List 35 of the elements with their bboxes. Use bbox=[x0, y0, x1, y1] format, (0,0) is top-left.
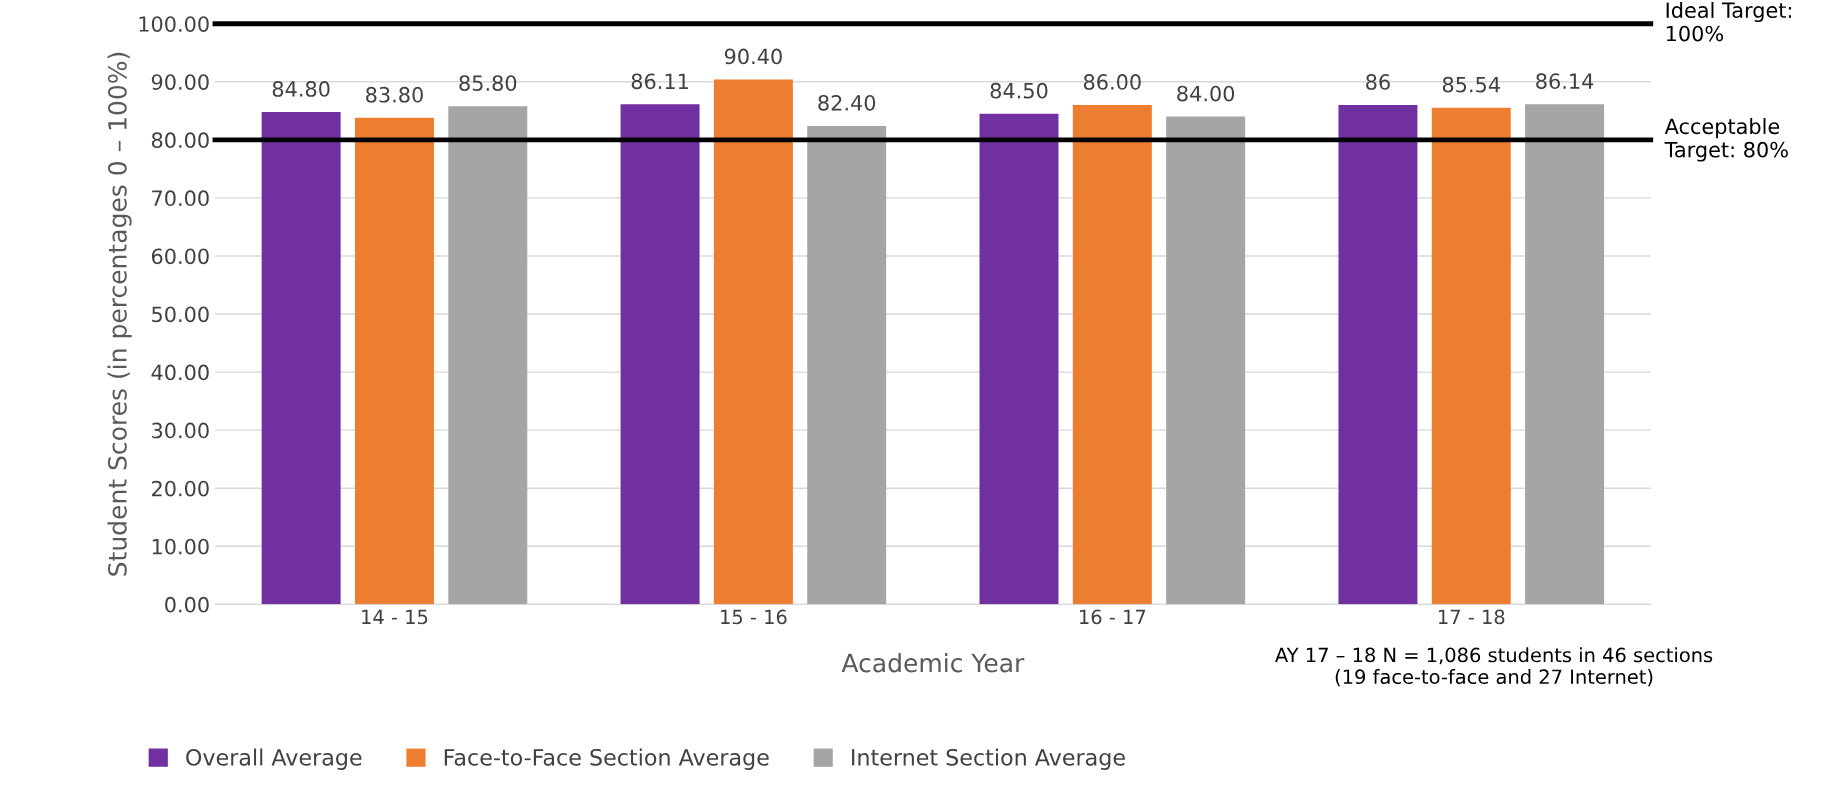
x-tick-label: 15 - 16 bbox=[721, 609, 787, 625]
text: AY 17 – 18 N = 1,086 students in 46 sections (19 face-to-face and 27 Internet) bbox=[1275, 647, 1713, 687]
ref-line-label: Acceptable Target: 80% bbox=[1664, 118, 1788, 162]
ref-line-label: Ideal Target: 100% bbox=[1666, 1, 1792, 42]
y-tick-label: 50.00 bbox=[152, 306, 209, 323]
data-label: 90.40 bbox=[724, 48, 782, 65]
data-label: 86.00 bbox=[1083, 74, 1141, 90]
y-tick-label: 100.00 bbox=[139, 16, 209, 32]
y-tick-label: 30.00 bbox=[152, 422, 209, 439]
x-axis-title: Academic Year bbox=[841, 653, 1025, 673]
data-label: 84.00 bbox=[1177, 85, 1235, 102]
y-tick-label: 40.00 bbox=[151, 364, 209, 381]
y-tick-label: 80.00 bbox=[151, 132, 209, 149]
x-tick-label: 16 - 17 bbox=[1080, 609, 1146, 625]
data-label: 86.11 bbox=[631, 73, 688, 90]
data-label: 84.80 bbox=[272, 81, 330, 97]
legend-label: Internet Section Average bbox=[852, 748, 1125, 770]
y-axis-title: Student Scores (in percentages 0 – 100%) bbox=[107, 52, 132, 576]
data-label: 84.50 bbox=[990, 82, 1048, 99]
x-tick-label: 14 - 15 bbox=[362, 609, 428, 625]
y-tick-label: 10.00 bbox=[152, 538, 209, 555]
y-tick-label: 60.00 bbox=[151, 248, 209, 265]
y-tick-label: 90.00 bbox=[151, 74, 209, 90]
data-label: 85.80 bbox=[459, 75, 517, 91]
x-tick-label: 17 - 18 bbox=[1438, 609, 1505, 625]
data-label: 85.54 bbox=[1442, 76, 1500, 93]
legend-label: Overall Average bbox=[186, 748, 362, 770]
y-tick-label: 70.00 bbox=[152, 190, 209, 207]
data-label: 86.14 bbox=[1536, 73, 1594, 90]
data-label: 83.80 bbox=[366, 86, 423, 103]
data-label: 82.40 bbox=[818, 94, 876, 111]
legend-label: Face-to-Face Section Average bbox=[444, 748, 769, 770]
data-label: 86 bbox=[1366, 74, 1390, 90]
y-tick-label: 20.00 bbox=[152, 480, 209, 497]
y-tick-label: 0.00 bbox=[165, 596, 209, 613]
